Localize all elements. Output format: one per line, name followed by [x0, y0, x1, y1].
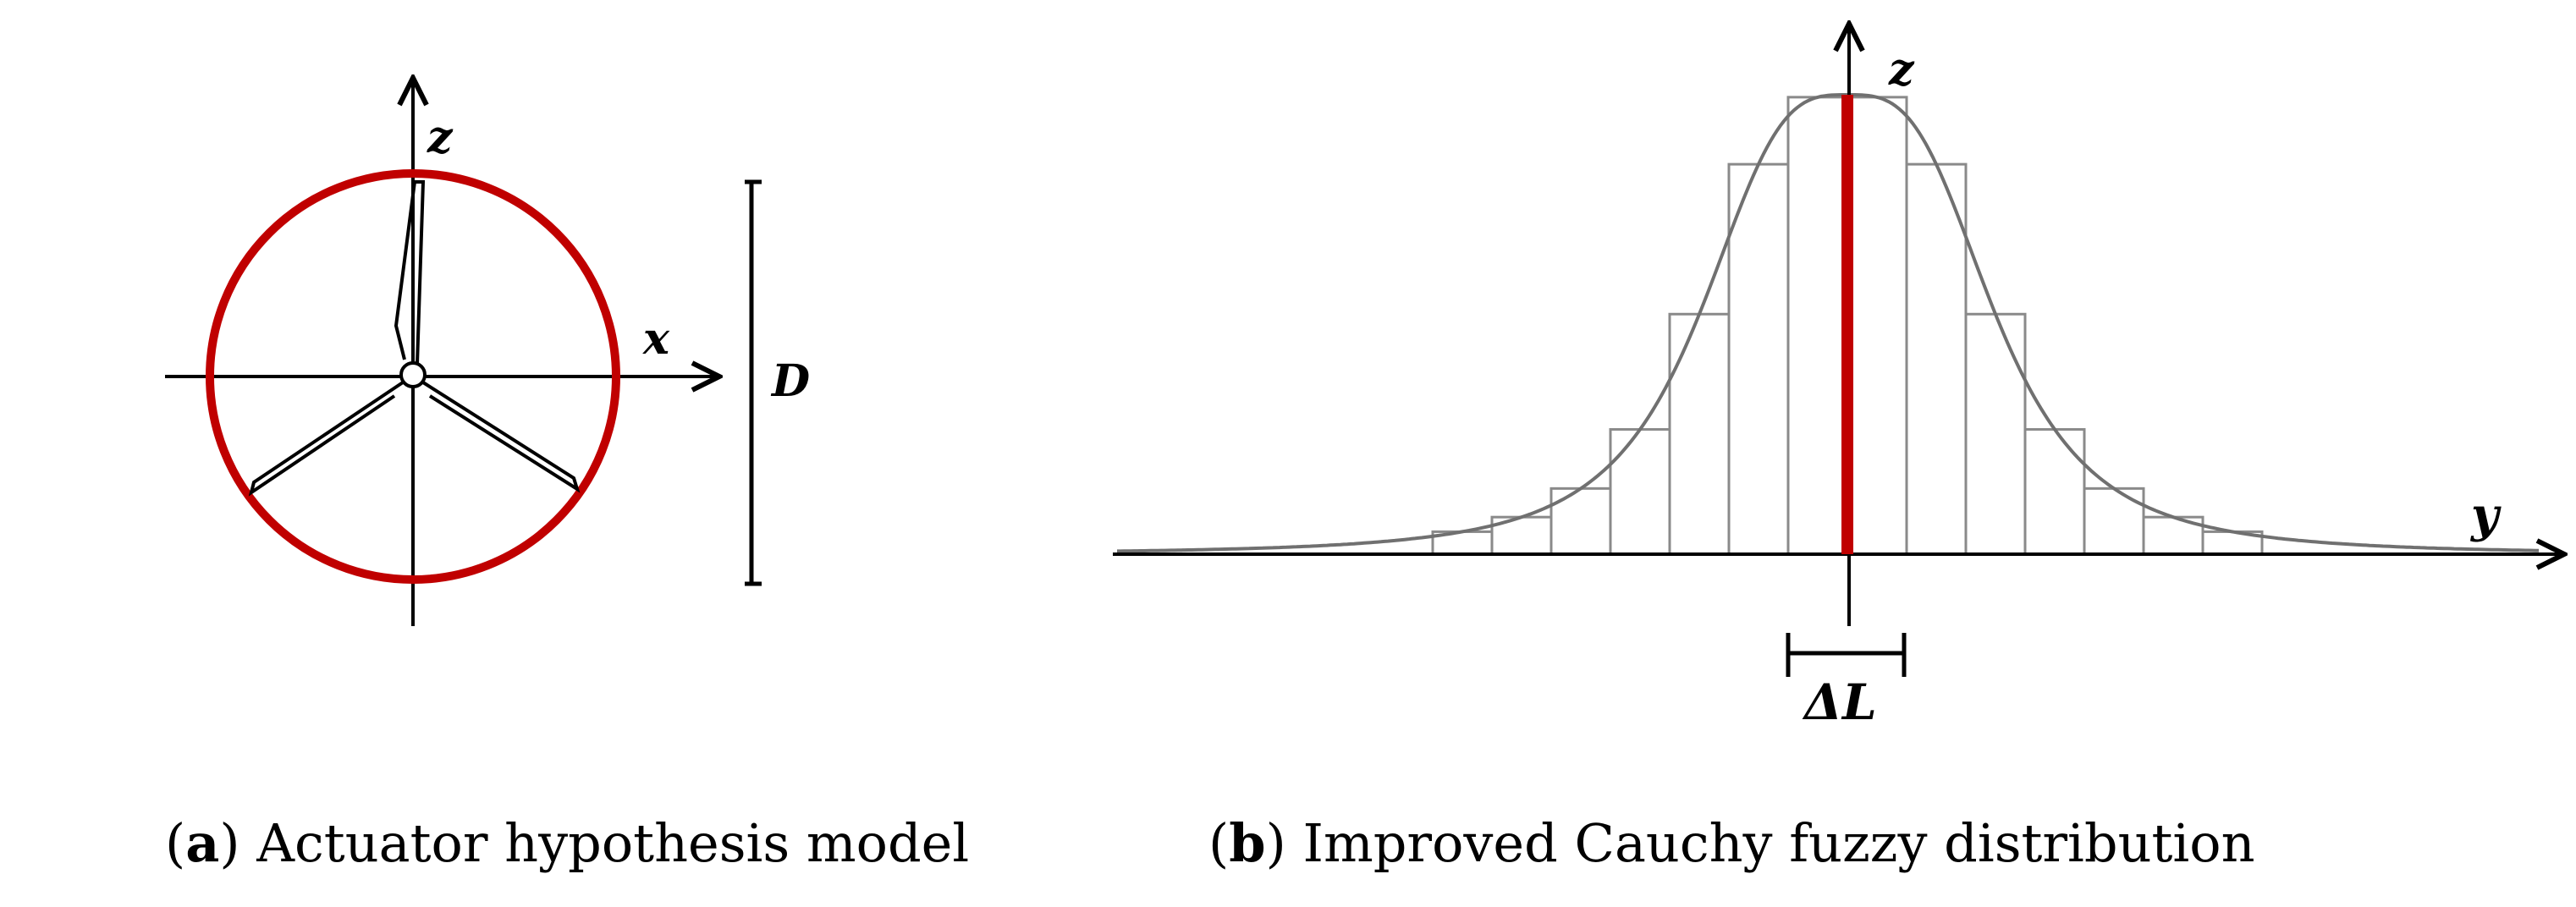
distribution-curve	[1117, 95, 2539, 551]
z-axis-b-label: z	[1888, 44, 1915, 96]
panel-a: z x D (a) Actuator hypothesis model	[165, 78, 969, 874]
distribution-bar	[2025, 430, 2084, 554]
z-axis-label: z	[427, 112, 454, 163]
diameter-dimension	[745, 182, 762, 584]
delta-l-dimension	[1788, 633, 1904, 677]
distribution-bar	[1729, 164, 1788, 554]
distribution-bar	[2084, 488, 2144, 554]
distribution-bar	[1788, 97, 1847, 554]
distribution-bar	[1670, 314, 1729, 554]
distribution-bar	[1907, 164, 1966, 554]
panel-b: z y ΔL (b) Improved Cauchy fuzzy distrib…	[1113, 24, 2564, 874]
blade-upper	[396, 182, 423, 364]
hub	[401, 363, 425, 387]
y-axis-label: y	[2469, 487, 2502, 543]
delta-l-label: ΔL	[1802, 673, 1877, 731]
x-axis-label: x	[642, 313, 670, 365]
caption-a: (a) Actuator hypothesis model	[165, 812, 969, 874]
distribution-bar	[1847, 97, 1907, 554]
caption-b: (b) Improved Cauchy fuzzy distribution	[1208, 812, 2255, 874]
blade-left	[251, 382, 403, 492]
distribution-bar	[1966, 314, 2025, 554]
diameter-label: D	[770, 355, 810, 407]
distribution-bar	[1551, 488, 1610, 554]
blade-right	[423, 382, 577, 489]
distribution-bar	[1610, 430, 1670, 554]
